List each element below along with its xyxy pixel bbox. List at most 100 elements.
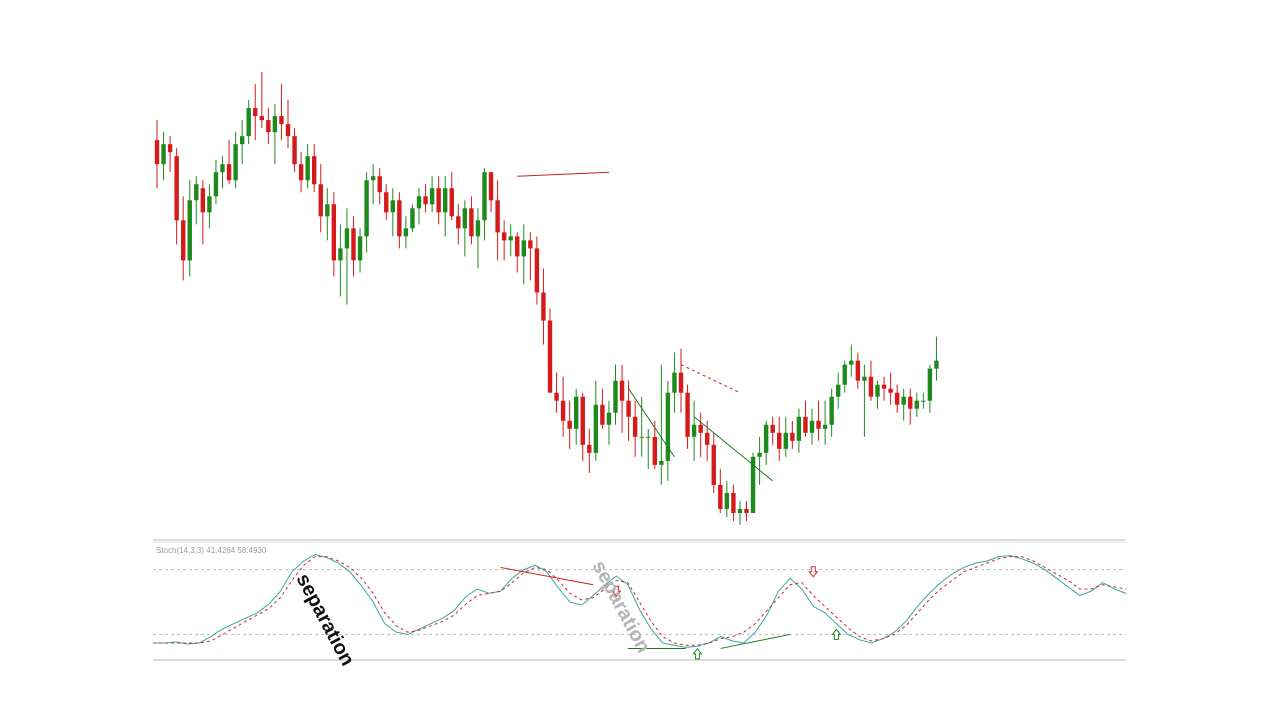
candle-body [875, 384, 880, 397]
candle-body [213, 172, 219, 197]
candle-body [456, 216, 461, 229]
candle-body [154, 140, 160, 165]
candle-body [613, 380, 618, 413]
candle-body [829, 396, 834, 425]
candle-body [580, 396, 585, 445]
candle-body [763, 424, 769, 453]
candle-body [488, 172, 494, 201]
candle-body [384, 192, 389, 213]
candle-body [711, 444, 716, 485]
candle-body [449, 188, 454, 217]
candle-body [731, 492, 736, 513]
candle-body [534, 248, 540, 293]
candle-body [796, 416, 802, 441]
candle-body [462, 208, 468, 229]
candle-body [606, 412, 612, 425]
candle-body [894, 392, 900, 405]
stochastic-divergence-line [500, 566, 594, 586]
candle-body [475, 220, 481, 237]
candle-body [842, 364, 847, 385]
candle-body [495, 200, 500, 233]
candle-body [724, 492, 730, 509]
candle-body [410, 208, 415, 229]
candle-body [809, 420, 815, 433]
candle-body [744, 508, 749, 513]
price-trendline [517, 171, 609, 177]
candle-body [370, 176, 376, 181]
candle-body [685, 392, 690, 437]
candle-body [174, 156, 179, 221]
candle-body [678, 372, 684, 393]
separation-annotation-1: separation [292, 570, 359, 670]
candle-body [397, 200, 402, 237]
candle-body [901, 396, 906, 405]
candle-body [508, 236, 513, 241]
candle-body [403, 228, 409, 237]
candle-body [855, 360, 861, 381]
candle-body [626, 400, 631, 417]
candle-body [560, 400, 566, 421]
candle-body [822, 424, 828, 429]
candle-body [836, 384, 841, 397]
candle-body [803, 416, 808, 433]
candle-body [501, 232, 507, 241]
candle-body [246, 108, 251, 137]
candle-body [305, 156, 310, 181]
candle-body [600, 404, 605, 425]
candle-body [921, 400, 926, 402]
candle-body [554, 392, 559, 401]
candle-body [632, 416, 638, 437]
candle-body [770, 424, 775, 433]
candle-body [521, 240, 526, 257]
candle-body [377, 176, 382, 193]
candle-body [364, 180, 369, 237]
candle-body [652, 436, 657, 465]
separation-annotation-2: separation [588, 557, 655, 657]
candle-body [783, 432, 788, 449]
candle-body [390, 200, 395, 213]
candle-body [357, 236, 363, 261]
candle-body [659, 460, 664, 465]
candle-body [934, 360, 939, 369]
price-trendline [680, 364, 741, 394]
candle-body [233, 144, 238, 181]
candle-body [541, 292, 546, 321]
candle-body [298, 164, 304, 181]
candle-body [344, 228, 350, 249]
candle-body [285, 124, 291, 137]
price-trendline [628, 388, 675, 458]
candle-body [416, 196, 422, 209]
up-arrow-icon [692, 648, 703, 660]
candle-body [194, 184, 199, 201]
candle-body [927, 368, 933, 401]
up-arrow-icon [831, 628, 842, 640]
stochastic-main-line [153, 553, 1127, 648]
candle-body [515, 236, 520, 257]
candle-body [469, 208, 474, 237]
candle-body [253, 108, 258, 117]
candle-body [619, 380, 625, 401]
stochastic-divergence-line [720, 633, 791, 649]
candle-body [698, 424, 703, 433]
candle-body [914, 400, 919, 409]
candle-body [868, 376, 874, 397]
candle-body [777, 432, 782, 449]
candle-body [292, 136, 297, 165]
price-trendline [693, 416, 774, 482]
candle-body [207, 196, 212, 213]
stochastic-signal-line [153, 556, 1127, 646]
candle-body [849, 360, 854, 365]
candle-body [691, 424, 697, 437]
candle-body [757, 452, 762, 457]
candle-body [200, 188, 206, 213]
candle-body [881, 384, 887, 389]
down-arrow-icon [611, 585, 622, 598]
candle-body [646, 436, 651, 438]
candle-body [593, 404, 599, 453]
candle-body [750, 456, 756, 513]
candle-body [436, 188, 441, 213]
candle-body [816, 420, 821, 429]
candle-body [351, 228, 356, 261]
candle-body [862, 376, 867, 381]
